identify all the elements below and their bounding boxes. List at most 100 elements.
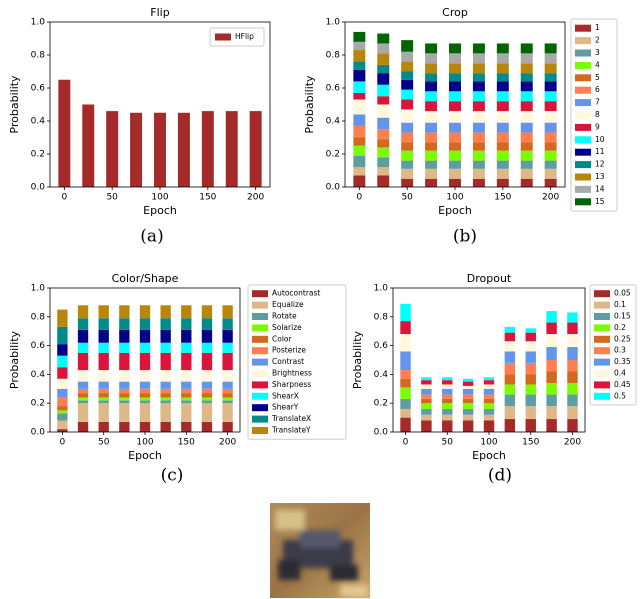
bar-segment xyxy=(525,351,536,363)
legend-swatch xyxy=(594,392,610,400)
legend-swatch xyxy=(575,185,591,193)
bar-segment xyxy=(139,393,151,398)
bar-segment xyxy=(442,420,453,432)
bar-segment xyxy=(401,99,414,110)
x-tick-label: 100 xyxy=(446,193,463,203)
bar-segment xyxy=(98,381,109,389)
bar-segment xyxy=(472,168,485,179)
legend-label: Autocontrast xyxy=(272,289,320,298)
bar-segment xyxy=(567,371,578,384)
bar-segment xyxy=(77,421,89,432)
bar-segment xyxy=(525,384,536,395)
bar-segment xyxy=(181,393,192,398)
bar-segment xyxy=(496,150,509,161)
legend-label: HFlip xyxy=(235,32,254,41)
caption: (d) xyxy=(488,466,512,486)
bar-segment xyxy=(449,101,461,112)
legend-swatch xyxy=(594,301,610,309)
bar-segment xyxy=(353,61,366,70)
bar-segment xyxy=(449,142,461,151)
x-tick-label: 0 xyxy=(403,438,409,448)
bar-segment xyxy=(472,81,485,92)
legend-label: 3 xyxy=(595,48,600,57)
x-tick-label: 0 xyxy=(356,193,362,203)
bar-segment xyxy=(483,398,495,404)
bar-segment xyxy=(449,150,461,161)
bar-segment xyxy=(449,81,461,92)
bar-segment xyxy=(353,50,366,62)
axes-frame xyxy=(49,21,271,188)
legend-swatch xyxy=(252,381,268,389)
y-tick-label: 0.8 xyxy=(374,312,389,322)
legend-label: 0.5 xyxy=(614,391,626,400)
bar-segment xyxy=(567,312,578,323)
bar-segment xyxy=(119,400,130,404)
bar-segment xyxy=(483,380,495,385)
bar-segment xyxy=(462,388,474,395)
y-tick-label: 0.6 xyxy=(31,341,46,351)
bar-segment xyxy=(377,129,390,140)
bar-segment xyxy=(139,329,151,343)
bar-segment xyxy=(462,394,474,399)
bar-segment xyxy=(181,397,192,401)
bar-segment xyxy=(421,398,432,404)
bar-segment xyxy=(472,142,485,151)
bar-segment xyxy=(222,305,233,319)
x-tick-label: 150 xyxy=(199,193,216,203)
bar-segment xyxy=(442,408,453,415)
bar-segment xyxy=(201,393,213,398)
bar xyxy=(154,112,166,187)
legend-swatch xyxy=(594,335,610,343)
y-tick-label: 0.4 xyxy=(326,117,341,127)
bar-segment xyxy=(401,122,414,133)
y-tick-label: 0.6 xyxy=(374,341,389,351)
bar-segment xyxy=(139,421,151,432)
bar-segment xyxy=(462,408,474,415)
bar-segment xyxy=(483,388,495,395)
legend-swatch xyxy=(575,74,591,82)
y-tick-label: 1.0 xyxy=(31,18,46,28)
bar-segment xyxy=(119,318,130,330)
legend-label: TranslateY xyxy=(271,426,311,435)
legend-label: 13 xyxy=(595,172,605,181)
y-tick-label: 0.4 xyxy=(31,370,46,380)
bar-segment xyxy=(400,417,411,432)
bar-segment xyxy=(377,84,390,97)
bar-segment xyxy=(520,178,533,187)
bar-segment xyxy=(77,381,89,389)
bar-segment xyxy=(442,403,453,409)
bar-segment xyxy=(567,347,578,360)
bar-segment xyxy=(57,410,68,414)
y-tick-label: 0.0 xyxy=(31,183,46,193)
bar-segment xyxy=(483,377,495,381)
legend-swatch xyxy=(252,301,268,309)
legend-label: 5 xyxy=(595,73,600,82)
y-tick-label: 0.0 xyxy=(31,428,46,438)
chart-panel: Dropout Epoch Probability (d) 0.0 0.2 0.4 0.6 0.… xyxy=(351,272,637,486)
legend-label: 6 xyxy=(595,85,600,94)
chart-panel: Color/Shape Epoch Probability (c) 0.0 0.2 0.4 0… xyxy=(8,272,347,486)
bar-segment xyxy=(520,101,533,112)
bar-segment xyxy=(462,385,474,389)
bar-segment xyxy=(181,388,192,394)
x-tick-label: 100 xyxy=(151,193,168,203)
bar-segment xyxy=(425,43,438,54)
bar-segment xyxy=(377,167,390,176)
bar-segment xyxy=(544,63,557,74)
bar-segment xyxy=(222,329,233,343)
bar-segment xyxy=(496,142,509,151)
bar-segment xyxy=(472,53,485,64)
bar-segment xyxy=(57,344,68,356)
bar-segment xyxy=(201,342,213,353)
chart-title: Color/Shape xyxy=(112,272,179,285)
bar-segment xyxy=(98,421,109,432)
bar-segment xyxy=(401,109,414,123)
bar-segment xyxy=(400,351,411,371)
bar-segment xyxy=(353,155,366,168)
bar-segment xyxy=(496,73,509,82)
legend-label: Posterize xyxy=(272,346,306,355)
bar-segment xyxy=(544,168,557,179)
bar-segment xyxy=(496,91,509,102)
bar-segment xyxy=(496,43,509,54)
bar-segment xyxy=(504,332,516,342)
